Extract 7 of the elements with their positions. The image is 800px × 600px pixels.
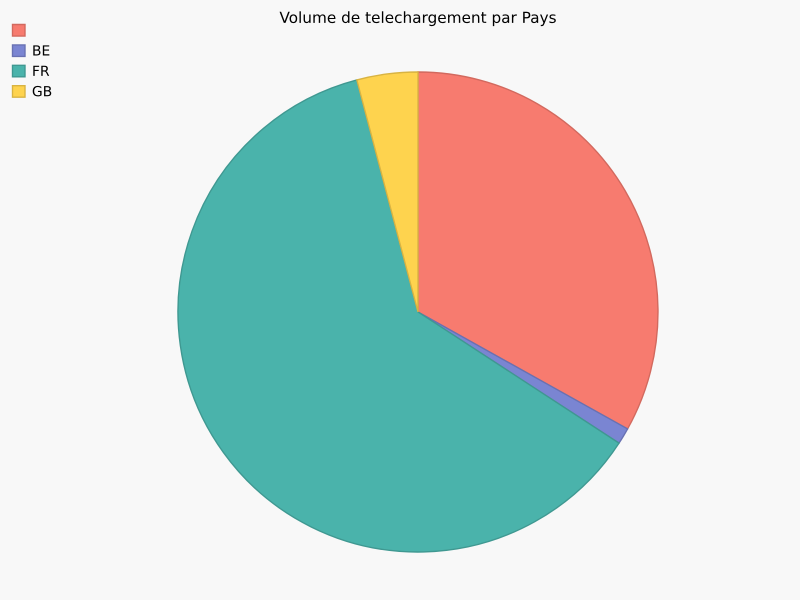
pie-slice [417, 71, 659, 430]
legend-label: BE [33, 45, 50, 56]
pie-slice [356, 71, 419, 313]
pie-slice [177, 79, 620, 553]
legend-label: FR [33, 66, 50, 76]
chart-title: Volume de telechargement par Pays [280, 11, 556, 26]
legend-label: GB [32, 86, 52, 96]
